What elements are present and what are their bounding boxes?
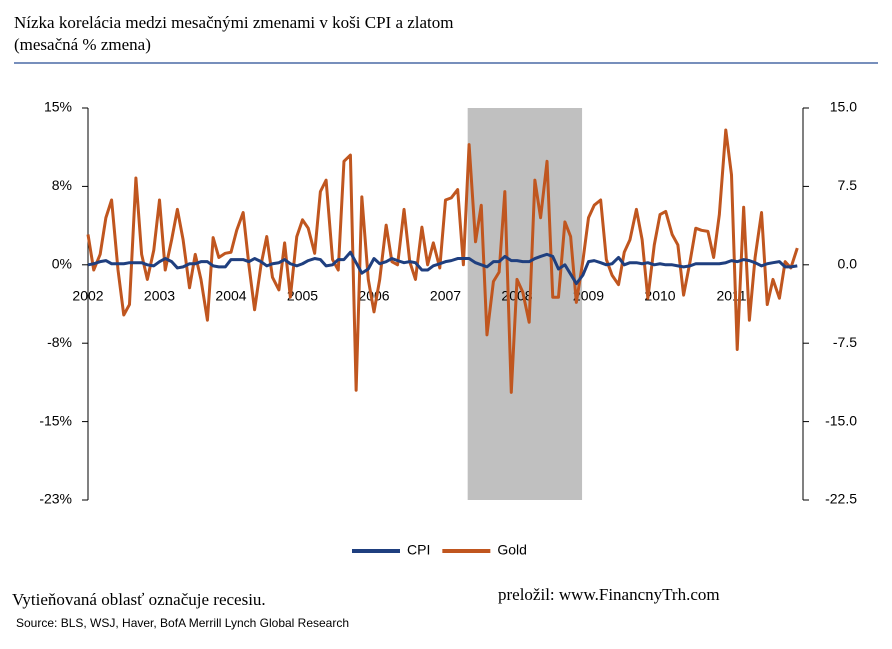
- credit: preložil: www.FinancnyTrh.com: [498, 585, 720, 604]
- x-tick-label: 2009: [573, 288, 604, 304]
- y2-tick-label: -22.5: [825, 491, 857, 507]
- y2-tick-label: -15.0: [825, 412, 857, 428]
- chart-subtitle: (mesačná % zmena): [14, 35, 151, 54]
- y-tick-label: 15%: [44, 99, 72, 115]
- series-line: [87, 250, 798, 286]
- y-tick-label: -8%: [47, 334, 72, 350]
- source: Source: BLS, WSJ, Haver, BofA Merrill Ly…: [16, 616, 349, 630]
- x-tick-label: 2003: [144, 288, 175, 304]
- note: Vytieňovaná oblasť označuje recesiu.: [12, 590, 266, 609]
- y2-tick-label: -7.5: [833, 334, 857, 350]
- x-tick-label: 2004: [215, 288, 246, 304]
- x-tick-label: 2002: [72, 288, 103, 304]
- y2-tick-label: 7.5: [838, 177, 858, 193]
- x-tick-label: 2011: [716, 288, 746, 304]
- y-tick-label: 8%: [52, 177, 72, 193]
- y-tick-label: -23%: [39, 491, 72, 507]
- x-tick-label: 2005: [287, 288, 318, 304]
- series-line: [86, 128, 799, 394]
- legend-label: Gold: [497, 542, 527, 558]
- x-tick-label: 2010: [644, 288, 675, 304]
- x-tick-label: 2007: [430, 288, 461, 304]
- y2-tick-label: 15.0: [830, 99, 857, 115]
- legend-label: CPI: [407, 542, 430, 558]
- y-tick-label: 0%: [52, 256, 72, 272]
- x-tick-label: 2006: [358, 288, 389, 304]
- chart-title: Nízka korelácia medzi mesačnými zmenami …: [14, 13, 454, 32]
- y-tick-label: -15%: [39, 412, 72, 428]
- y2-tick-label: 0.0: [838, 256, 858, 272]
